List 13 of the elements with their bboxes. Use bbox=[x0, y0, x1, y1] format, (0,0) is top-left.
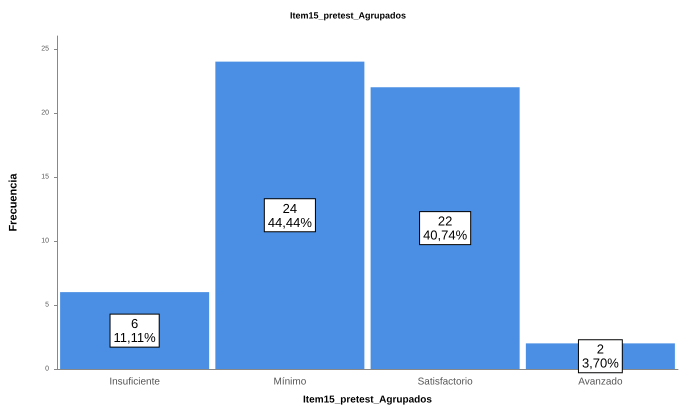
x-tick-label: Mínimo bbox=[273, 376, 307, 388]
y-axis-title: Frecuencia bbox=[8, 172, 20, 232]
x-tick-label: Insuficiente bbox=[109, 376, 160, 388]
data-label: 24 44,44% bbox=[268, 200, 312, 230]
data-label: 6 11,11% bbox=[114, 316, 156, 346]
chart-title: Item15_pretest_Agrupados bbox=[290, 10, 406, 20]
bar bbox=[215, 62, 364, 369]
bar bbox=[370, 87, 520, 369]
x-tick-label: Satisfactorio bbox=[418, 376, 474, 388]
x-axis-title: Item15_pretest_Agrupados bbox=[303, 394, 432, 406]
data-label: 22 40,74% bbox=[423, 214, 468, 243]
x-tick-label: Avanzado bbox=[578, 376, 623, 388]
data-label: 2 3,70% bbox=[582, 342, 620, 371]
